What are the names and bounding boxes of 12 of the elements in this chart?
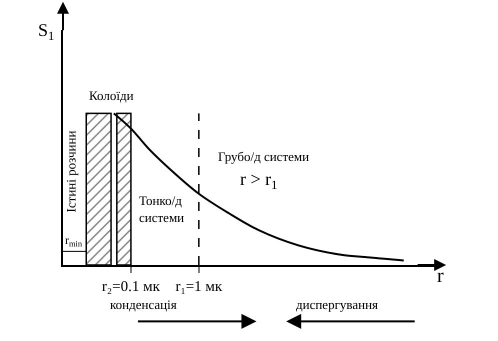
- text: диспергування: [296, 297, 378, 312]
- y-axis-title: S$_{1}$: [38, 20, 54, 43]
- annotation: Істині розчини: [63, 130, 78, 212]
- x-axis-title: r: [437, 265, 444, 287]
- ref-line-label: r$_{min}$: [65, 233, 83, 249]
- annotation: Грубо/д системи: [218, 149, 310, 164]
- annotation: r > r$_{1}$: [240, 169, 278, 192]
- text: конденсація: [110, 297, 177, 312]
- x-tick-label: r₁=1 мк: [175, 279, 223, 295]
- annotation: Тонко/д системи: [139, 193, 184, 225]
- x-tick-label: r₂=0.1 мк: [102, 279, 161, 295]
- text: Колоїди: [89, 88, 134, 103]
